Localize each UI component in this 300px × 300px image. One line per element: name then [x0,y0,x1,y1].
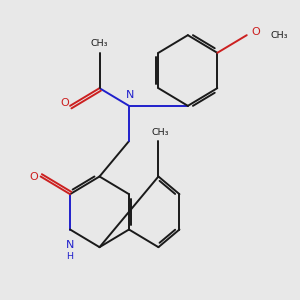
Text: H: H [67,252,73,261]
Text: CH₃: CH₃ [91,39,108,48]
Text: N: N [66,240,74,250]
Text: CH₃: CH₃ [151,128,169,137]
Text: O: O [60,98,69,108]
Text: N: N [126,90,135,100]
Text: O: O [251,27,260,37]
Text: O: O [29,172,38,182]
Text: CH₃: CH₃ [271,31,288,40]
